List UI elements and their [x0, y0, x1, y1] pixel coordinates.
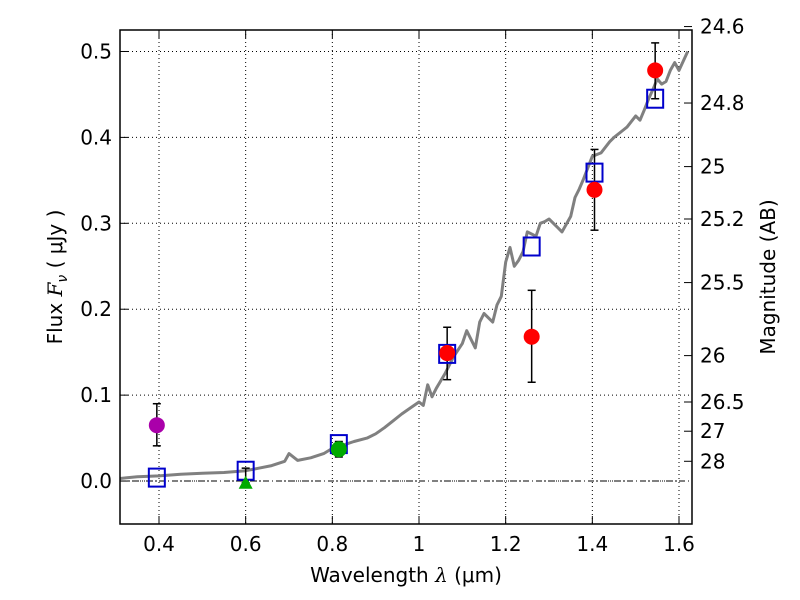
x-tick-label: 1.4 — [576, 532, 608, 556]
x-tick-label: 0.4 — [143, 532, 175, 556]
x-tick-label: 0.6 — [230, 532, 262, 556]
right-tick-label: 25 — [700, 155, 725, 179]
x-axis-label: Wavelength λ (μm) — [310, 563, 502, 587]
y-tick-label: 0.5 — [80, 39, 112, 63]
data-point-triangle — [238, 475, 253, 489]
right-tick-label: 24.8 — [700, 91, 745, 115]
data-point — [586, 181, 603, 198]
y-tick-label: 0.1 — [80, 383, 112, 407]
data-point — [647, 62, 664, 79]
right-axis-label: Magnitude (AB) — [756, 199, 780, 354]
y-axis-label: Flux Fν ( μJy ) — [43, 210, 71, 345]
right-tick-label: 24.6 — [700, 15, 745, 39]
data-point — [523, 328, 540, 345]
model-band-square — [147, 467, 166, 488]
model-band-square — [438, 343, 457, 364]
y-tick-label: 0.2 — [80, 297, 112, 321]
y-tick-label: 0.0 — [80, 469, 112, 493]
plot-frame — [119, 29, 693, 525]
right-tick-label: 26.5 — [700, 390, 745, 414]
x-tick-label: 1.6 — [663, 532, 695, 556]
right-tick-label: 26 — [700, 344, 725, 368]
text-layer: 0.4 0.6 0.8 1 1.2 1.4 1.6 0.0 0.1 0.2 0.3 0.4 0.5 24.… — [43, 15, 780, 587]
right-tick-label: 25.2 — [700, 207, 745, 231]
right-tick-label: 28 — [700, 449, 725, 473]
x-tick-label: 1.2 — [490, 532, 522, 556]
model-band-square — [585, 162, 604, 183]
data-point — [439, 345, 456, 362]
plot-area — [119, 26, 693, 525]
model-spectrum-line — [120, 50, 690, 480]
y-tick-label: 0.3 — [80, 211, 112, 235]
data-point — [148, 417, 165, 434]
y-tick-label: 0.4 — [80, 125, 112, 149]
right-tick-label: 25.5 — [700, 271, 745, 295]
right-tick-label: 27 — [700, 419, 725, 443]
model-band-square — [522, 236, 541, 257]
x-tick-label: 1 — [413, 532, 426, 556]
x-tick-label: 0.8 — [316, 532, 348, 556]
model-band-square — [646, 88, 665, 109]
data-point — [330, 441, 347, 458]
